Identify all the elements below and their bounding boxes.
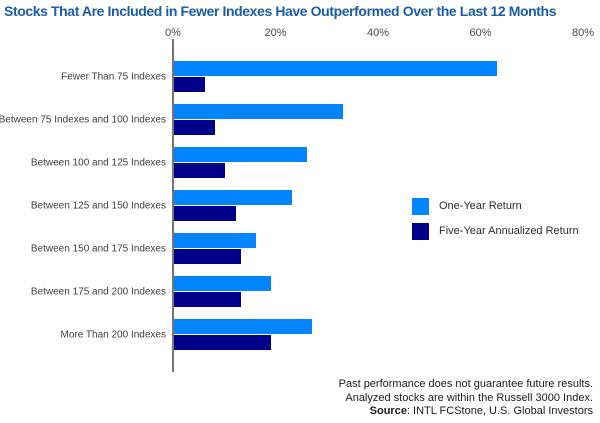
chart-title: Stocks That Are Included in Fewer Indexe… <box>4 3 557 19</box>
source-text: : INTL FCStone, U.S. Global Investors <box>406 405 593 417</box>
x-tick-label: 80% <box>571 27 595 39</box>
category-label: More Than 200 Indexes <box>60 329 166 341</box>
five-year-bar <box>174 335 272 350</box>
legend-label: Five-Year Annualized Return <box>439 225 579 237</box>
category-label: Between 175 and 200 Indexes <box>30 286 166 298</box>
five-year-bar <box>174 292 241 307</box>
one-year-bar <box>174 233 256 248</box>
one-year-bar <box>174 276 272 291</box>
legend-item: One-Year Return <box>412 197 579 215</box>
category-label: Between 125 and 150 Indexes <box>30 200 166 212</box>
category-label: Between 75 Indexes and 100 Indexes <box>0 114 166 126</box>
five-year-bar <box>174 163 226 178</box>
legend-swatch <box>412 197 429 215</box>
x-tick-label: 20% <box>264 27 287 39</box>
five-year-bar <box>174 249 241 264</box>
one-year-bar <box>174 190 292 205</box>
legend-item: Five-Year Annualized Return <box>412 222 579 240</box>
footer-line-2: Analyzed stocks are within the Russell 3… <box>345 391 593 404</box>
footer-line-1: Past performance does not guarantee futu… <box>338 378 593 390</box>
legend-swatch <box>412 222 429 240</box>
legend-label: One-Year Return <box>439 200 522 212</box>
one-year-bar <box>174 61 497 76</box>
x-tick-label: 0% <box>165 27 181 39</box>
one-year-bar <box>174 319 313 334</box>
one-year-bar <box>174 104 344 119</box>
source-label: Source <box>369 405 407 417</box>
category-label: Between 100 and 125 Indexes <box>30 157 166 169</box>
x-tick-label: 40% <box>366 27 390 39</box>
category-label: Between 150 and 175 Indexes <box>30 243 166 255</box>
category-label: Fewer Than 75 Indexes <box>61 71 166 83</box>
five-year-bar <box>174 120 215 135</box>
footer-source-line: Source: INTL FCStone, U.S. Global Invest… <box>339 405 593 419</box>
five-year-bar <box>174 206 236 221</box>
five-year-bar <box>174 77 205 92</box>
y-axis-line <box>172 39 174 372</box>
footer-notes: Past performance does not guarantee futu… <box>339 378 593 419</box>
one-year-bar <box>174 147 308 162</box>
legend: One-Year Return Five-Year Annualized Retu… <box>412 197 579 247</box>
x-tick-label: 60% <box>469 27 492 39</box>
